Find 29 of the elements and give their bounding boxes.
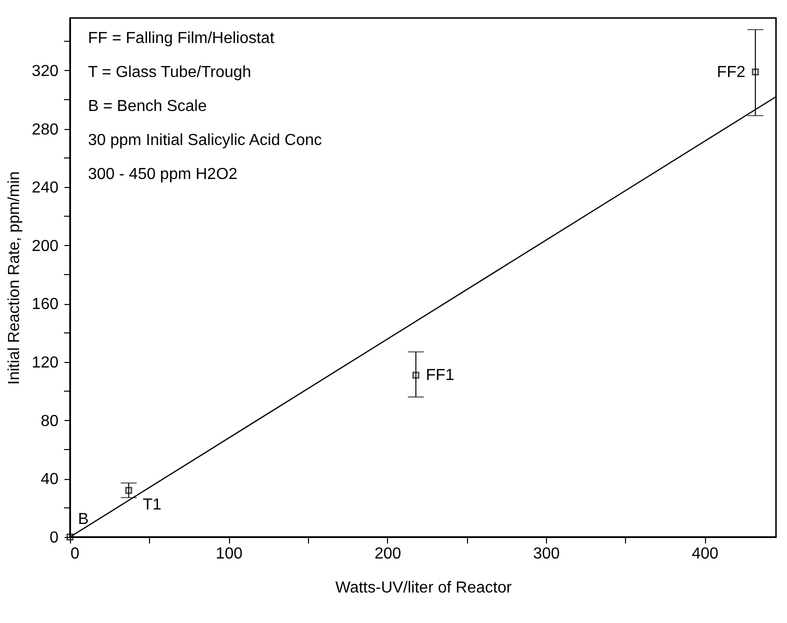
y-tick-label: 0 <box>50 530 59 546</box>
y-tick-label: 120 <box>32 354 59 372</box>
y-tick-label: 240 <box>32 180 59 197</box>
annotation: FF = Falling Film/Heliostat <box>88 30 275 47</box>
x-tick-label: 200 <box>374 546 402 562</box>
y-axis-title: Initial Reaction Rate, ppm/min <box>6 171 23 385</box>
y-tick-label: 40 <box>40 471 59 488</box>
annotation: 30 ppm Initial Salicylic Acid Conc <box>88 132 322 149</box>
point <box>125 486 132 494</box>
x-tick-label: 300 <box>533 546 560 562</box>
point <box>412 372 420 379</box>
y-tick-label: 160 <box>32 296 59 314</box>
y-tick-label: 280 <box>32 121 59 138</box>
point <box>66 534 74 540</box>
x-tick-label: 100 <box>216 546 243 562</box>
x-axis-title: Watts-UV/liter of Reactor <box>335 580 512 596</box>
annotation: T1 <box>142 496 162 514</box>
point <box>752 68 759 76</box>
annotation: T = Glass Tube/Trough <box>88 64 252 81</box>
x-tick-label: 0 <box>70 546 80 562</box>
y-tick-label: 80 <box>40 412 59 430</box>
y-tick-label: 320 <box>32 62 59 80</box>
annotation: B = Bench Scale <box>88 98 207 115</box>
annotation: 300 - 450 ppm H2O2 <box>88 166 238 183</box>
y-tick-label: 200 <box>32 238 59 255</box>
annotation: B <box>78 511 89 528</box>
x-tick-label: 400 <box>692 546 719 562</box>
annotation: FF2 <box>716 64 746 81</box>
annotation: FF1 <box>426 367 454 384</box>
